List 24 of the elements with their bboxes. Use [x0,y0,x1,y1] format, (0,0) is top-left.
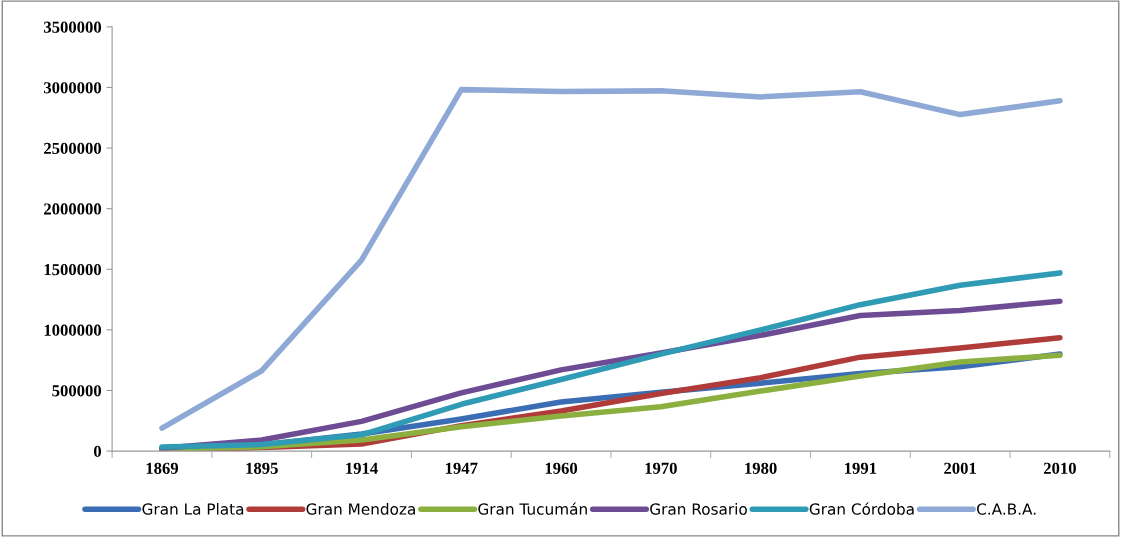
x-tick-label: 1914 [346,462,378,474]
legend-label: Gran Mendoza [306,503,415,515]
legend-label: Gran La Plata [142,503,244,515]
legend-label: Gran Rosario [650,503,747,515]
y-tick-label: 2500000 [44,142,102,155]
legend-label: C.A.B.A. [976,503,1036,515]
y-tick-label: 3500000 [43,21,102,33]
legend-label: Gran Córdoba [809,502,914,515]
x-tick-label: 1970 [645,462,677,474]
y-tick-label: 0 [93,445,102,458]
x-tick-label: 2001 [944,462,976,474]
x-tick-label: 2010 [1043,462,1076,474]
x-tick-label: 1869 [146,462,179,474]
x-tick-label: 1895 [246,462,278,474]
y-tick-label: 1000000 [44,324,102,336]
legend-label: Gran Tucumán [478,502,587,515]
x-tick-label: 1991 [845,462,877,474]
x-tick-label: 1960 [545,462,578,474]
y-tick-label: 500000 [52,385,102,397]
y-tick-label: 3000000 [43,82,102,94]
y-tick-label: 2000000 [44,203,102,215]
x-tick-label: 1947 [445,462,478,474]
x-tick-label: 1980 [745,462,777,474]
y-tick-label: 1500000 [44,263,102,276]
